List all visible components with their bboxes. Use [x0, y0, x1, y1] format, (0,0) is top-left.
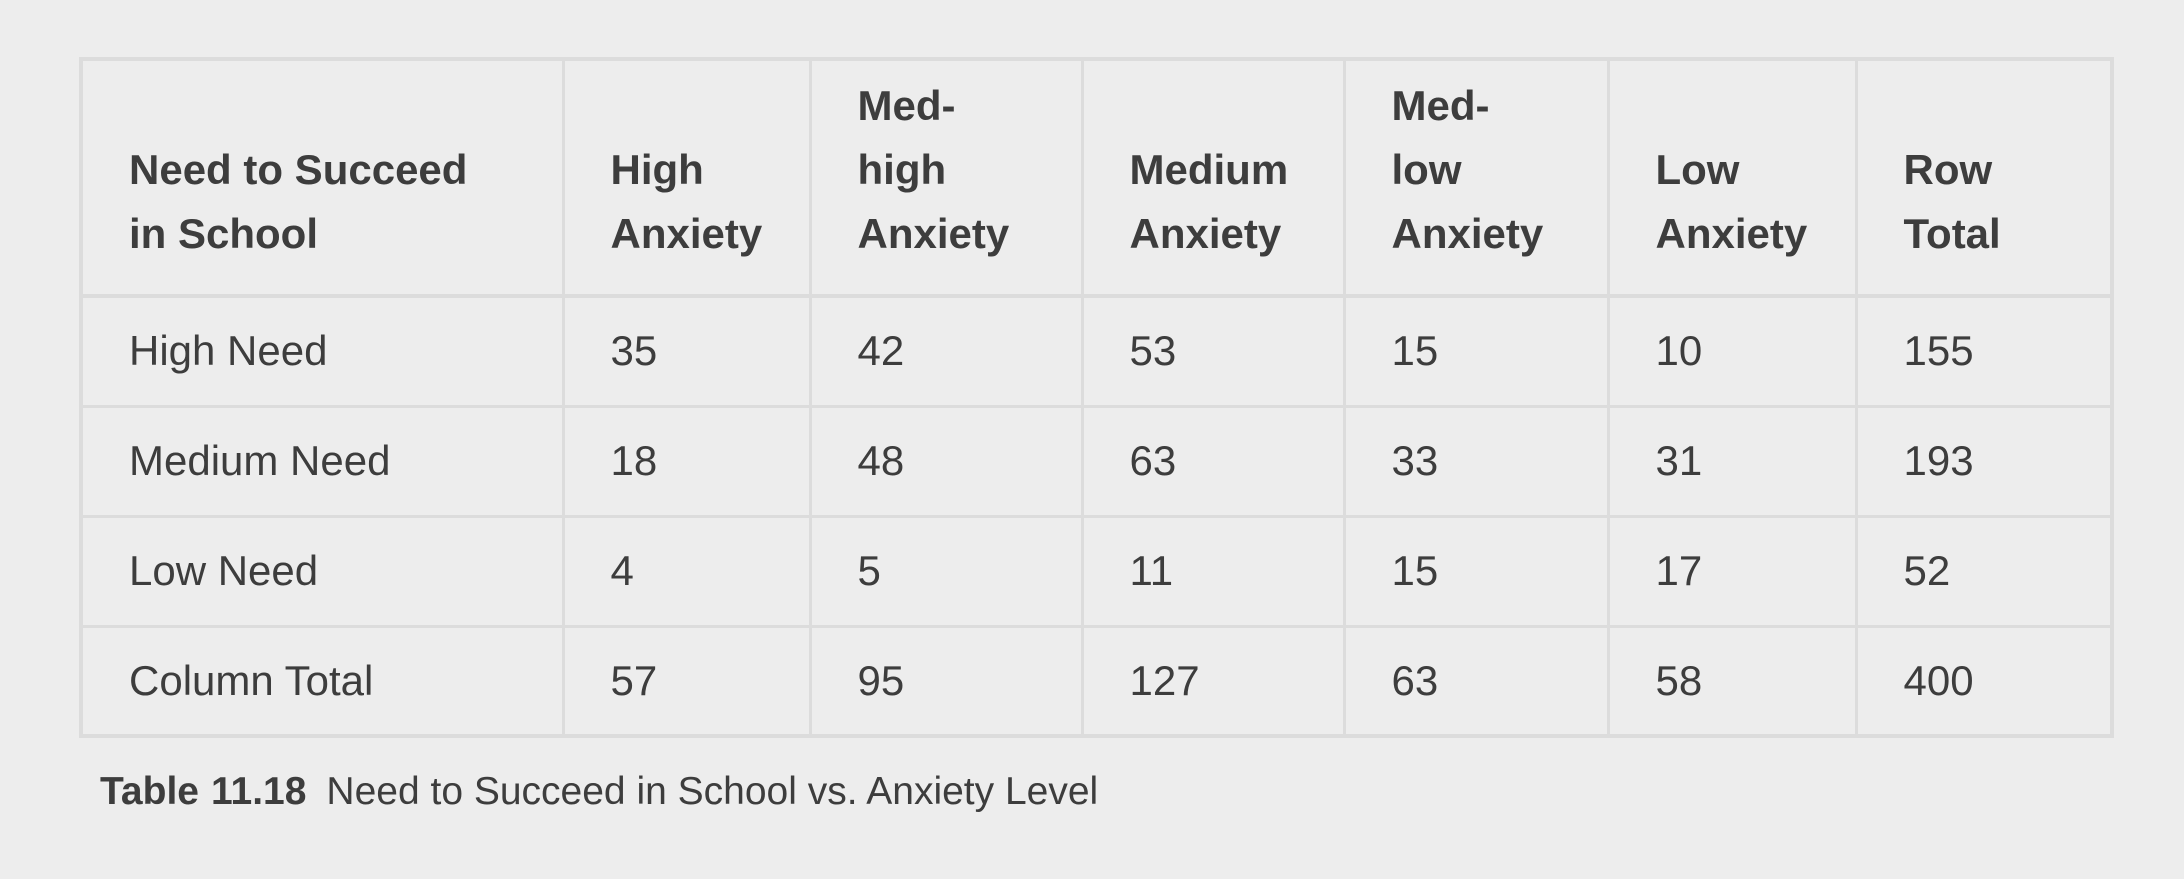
- header-line: Row: [1903, 146, 1993, 193]
- row-label: Low Need: [79, 514, 565, 628]
- table-caption: Table 11.18 Need to Succeed in School vs. …: [100, 770, 1098, 814]
- header-line: Anxiety: [1655, 210, 1808, 257]
- header-line: Anxiety: [857, 210, 1010, 257]
- caption-label: Table 11.18: [100, 770, 306, 813]
- table-cell: 42: [808, 294, 1084, 408]
- table-cell: 48: [808, 404, 1084, 518]
- caption-text: Need to Succeed in School vs. Anxiety Le…: [326, 770, 1099, 813]
- column-header-medium-anxiety: Medium Anxiety: [1080, 57, 1346, 298]
- data-table-container: Need to Succeed in School High Anxiety M…: [79, 57, 2114, 738]
- caption-label-word: Table: [100, 770, 199, 813]
- table-cell: 33: [1342, 404, 1610, 518]
- row-label: Column Total: [79, 624, 565, 738]
- table-cell: 10: [1606, 294, 1858, 408]
- table-cell: 58: [1606, 624, 1858, 738]
- table-cell: 15: [1342, 294, 1610, 408]
- table-cell: 155: [1854, 294, 2114, 408]
- table-row: High Need 35 42 53 15 10 155: [79, 294, 2114, 408]
- table-row: Column Total 57 95 127 63 58 400: [79, 624, 2114, 738]
- table-cell: 400: [1854, 624, 2114, 738]
- caption-number: 11.18: [210, 770, 307, 813]
- table-cell: 11: [1080, 514, 1346, 628]
- column-header-med-low-anxiety: Med- low Anxiety: [1342, 57, 1610, 298]
- table-cell: 63: [1080, 404, 1346, 518]
- header-line: in School: [129, 210, 318, 257]
- header-line: Low: [1655, 146, 1740, 193]
- table-cell: 193: [1854, 404, 2114, 518]
- table-row: Medium Need 18 48 63 33 31 193: [79, 404, 2114, 518]
- column-header-low-anxiety: Low Anxiety: [1606, 57, 1858, 298]
- row-label: High Need: [79, 294, 565, 408]
- header-line: Need to Succeed: [129, 146, 468, 193]
- header-line: Med-: [1391, 82, 1490, 129]
- table-cell: 31: [1606, 404, 1858, 518]
- column-header-need: Need to Succeed in School: [79, 57, 565, 298]
- table-cell: 18: [561, 404, 812, 518]
- anxiety-table: Need to Succeed in School High Anxiety M…: [79, 57, 2114, 738]
- header-line: high: [857, 146, 947, 193]
- table-cell: 17: [1606, 514, 1858, 628]
- header-row: Need to Succeed in School High Anxiety M…: [79, 57, 2114, 298]
- table-cell: 95: [808, 624, 1084, 738]
- table-cell: 63: [1342, 624, 1610, 738]
- table-cell: 127: [1080, 624, 1346, 738]
- header-line: Med-: [857, 82, 956, 129]
- column-header-med-high-anxiety: Med- high Anxiety: [808, 57, 1084, 298]
- table-row: Low Need 4 5 11 15 17 52: [79, 514, 2114, 628]
- table-cell: 15: [1342, 514, 1610, 628]
- table-cell: 57: [561, 624, 812, 738]
- header-line: Anxiety: [1391, 210, 1544, 257]
- column-header-row-total: Row Total: [1854, 57, 2114, 298]
- table-cell: 52: [1854, 514, 2114, 628]
- header-line: Total: [1903, 210, 2001, 257]
- header-line: low: [1391, 146, 1462, 193]
- row-label: Medium Need: [79, 404, 565, 518]
- header-line: Anxiety: [1129, 210, 1282, 257]
- header-line: Medium: [1129, 146, 1289, 193]
- table-cell: 35: [561, 294, 812, 408]
- table-cell: 53: [1080, 294, 1346, 408]
- table-cell: 5: [808, 514, 1084, 628]
- table-cell: 4: [561, 514, 812, 628]
- column-header-high-anxiety: High Anxiety: [561, 57, 812, 298]
- header-line: High: [610, 146, 704, 193]
- header-line: Anxiety: [610, 210, 763, 257]
